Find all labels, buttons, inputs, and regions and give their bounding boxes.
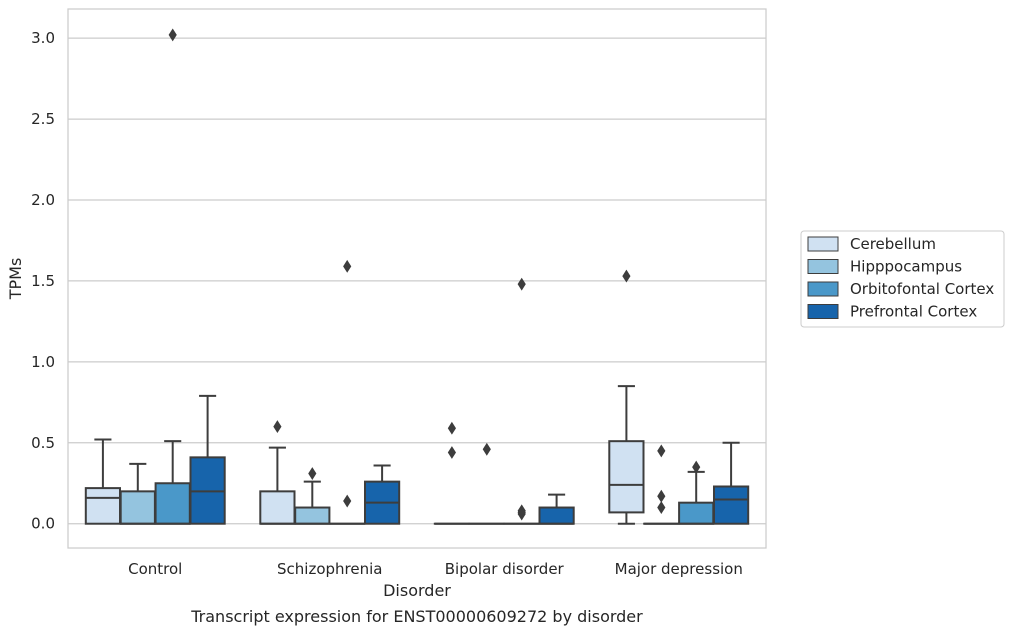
y-tick-label: 3.0 <box>31 29 55 47</box>
legend-item: Cerebellum <box>807 235 936 253</box>
legend-item: Hipppocampus <box>807 258 962 276</box>
box <box>538 506 575 525</box>
x-tick-label: Schizophrenia <box>277 560 382 578</box>
box <box>119 490 156 525</box>
y-tick-label: 2.5 <box>31 110 55 128</box>
outlier-marker <box>273 420 282 434</box>
box-orbitofontal-cortex <box>154 28 191 525</box>
x-tick-label: Control <box>128 560 182 578</box>
box-hipppocampus <box>643 444 680 525</box>
box-cerebellum <box>259 420 296 525</box>
legend-item: Prefrontal Cortex <box>807 303 977 321</box>
legend-frame <box>800 230 1005 328</box>
outlier-marker <box>482 442 491 456</box>
box <box>678 501 715 525</box>
legend-label: Cerebellum <box>850 235 936 253</box>
box-orbitofontal-cortex <box>678 460 715 525</box>
chart-caption: Transcript expression for ENST0000060927… <box>190 607 643 626</box>
grid-lines <box>68 37 766 525</box>
box-cerebellum <box>608 269 645 525</box>
legend-item: Orbitofontal Cortex <box>807 280 994 298</box>
outlier-marker <box>168 28 177 42</box>
legend-swatch <box>807 304 839 319</box>
outlier-marker <box>657 489 666 503</box>
outlier-marker <box>447 446 456 459</box>
x-tick-labels: Control Schizophrenia Bipolar disorder Majo… <box>128 560 743 578</box>
legend-swatch <box>807 236 839 252</box>
outlier-marker <box>657 444 666 458</box>
outlier-marker <box>692 460 701 474</box>
legend-label: Hipppocampus <box>850 258 962 276</box>
y-tick-label: 2.0 <box>31 191 55 209</box>
y-axis-title: TPMs <box>6 258 25 301</box>
y-tick-label: 0.5 <box>31 434 55 452</box>
legend-swatch <box>807 281 839 297</box>
legend: Cerebellum Hipppocampus Orbitofontal Corte… <box>800 230 1005 328</box>
outlier-marker <box>517 504 526 518</box>
box <box>294 506 331 525</box>
y-tick-label: 1.5 <box>31 272 55 290</box>
y-tick-label: 0.0 <box>31 515 55 533</box>
box <box>712 485 750 525</box>
legend-label: Orbitofontal Cortex <box>850 280 994 298</box>
box <box>84 487 122 525</box>
box-orbitofontal-cortex <box>329 259 366 525</box>
outlier-marker <box>343 494 352 508</box>
plot-frame <box>67 8 767 549</box>
outlier-marker <box>657 501 666 514</box>
box-prefrontal-cortex <box>538 493 575 525</box>
box-prefrontal-cortex <box>712 441 750 525</box>
outlier-marker <box>517 277 526 291</box>
outlier-marker <box>447 421 456 435</box>
outlier-marker <box>308 467 317 480</box>
legend-swatch <box>807 259 839 274</box>
legend-label: Prefrontal Cortex <box>850 303 977 321</box>
box-hipppocampus <box>468 442 505 525</box>
box <box>608 440 645 514</box>
box-prefrontal-cortex <box>189 394 226 525</box>
box-cerebellum <box>84 438 122 525</box>
box-prefrontal-cortex <box>363 464 401 525</box>
box-cerebellum <box>433 421 471 525</box>
box-hipppocampus <box>294 467 331 525</box>
x-tick-label: Major depression <box>615 560 743 578</box>
box-groups <box>84 28 750 525</box>
y-tick-labels: 0.0 0.5 1.0 1.5 2.0 2.5 3.0 <box>31 29 55 533</box>
outlier-marker <box>343 259 352 273</box>
y-tick-label: 1.0 <box>31 353 55 371</box>
box <box>259 490 296 525</box>
outlier-marker <box>622 269 631 283</box>
box <box>154 482 191 525</box>
x-tick-label: Bipolar disorder <box>445 560 565 578</box>
x-axis-title: Disorder <box>383 581 451 600</box>
box-hipppocampus <box>119 462 156 525</box>
box-orbitofontal-cortex <box>503 277 540 525</box>
